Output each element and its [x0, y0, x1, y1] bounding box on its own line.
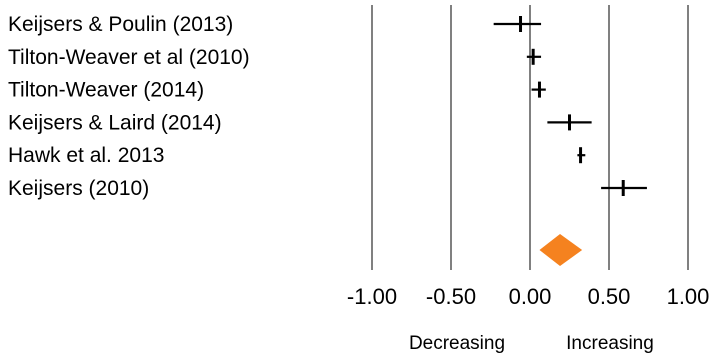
- grid-lines: [371, 5, 689, 270]
- direction-labels: Decreasing Increasing: [409, 333, 654, 354]
- x-tick-label: -0.50: [426, 284, 476, 309]
- study-label: Keijsers & Poulin (2013): [8, 13, 233, 36]
- study-label: Tilton-Weaver (2014): [8, 79, 204, 102]
- x-tick-label: -1.00: [347, 284, 397, 309]
- study-label: Hawk et al. 2013: [8, 144, 164, 167]
- summary: [539, 234, 583, 266]
- study-label: Keijsers & Laird (2014): [8, 111, 222, 134]
- x-tick-labels: -1.00 -0.50 0.00 0.50 1.00: [347, 284, 709, 309]
- study-label: Tilton-Weaver et al (2010): [8, 46, 250, 69]
- study-labels: Keijsers & Poulin (2013) Tilton-Weaver et…: [8, 13, 250, 200]
- increasing-label: Increasing: [566, 333, 654, 354]
- x-tick-label: 0.00: [509, 284, 552, 309]
- x-tick-label: 1.00: [667, 284, 710, 309]
- decreasing-label: Decreasing: [409, 333, 505, 354]
- summary-diamond: [539, 234, 583, 266]
- x-tick-label: 0.50: [588, 284, 631, 309]
- study-label: Keijsers (2010): [8, 177, 149, 200]
- study-marks: [493, 16, 647, 196]
